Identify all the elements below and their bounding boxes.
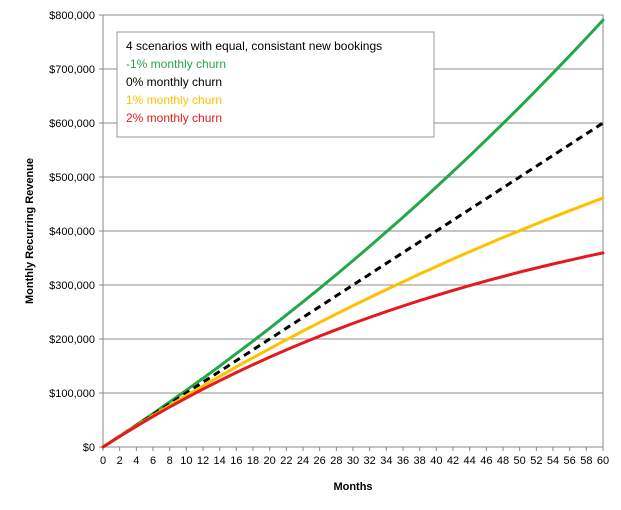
- x-tick-label: 24: [297, 455, 309, 467]
- x-tick-label: 6: [150, 455, 156, 467]
- x-tick-label: 28: [330, 455, 342, 467]
- series-lines: [101, 18, 605, 449]
- x-tick-label: 20: [264, 455, 276, 467]
- x-tick-label: 38: [414, 455, 426, 467]
- x-tick-label: 14: [214, 455, 226, 467]
- x-tick-label: 48: [497, 455, 509, 467]
- y-tick-label: $400,000: [49, 226, 95, 238]
- y-tick-label: $0: [83, 442, 95, 454]
- y-tick-label: $600,000: [49, 118, 95, 130]
- y-tick-labels: $0 $100,000 $200,000 $300,000 $400,000 $500,0…: [49, 10, 103, 454]
- x-tick-label: 60: [597, 455, 609, 467]
- series-line-3: [101, 196, 605, 449]
- x-tick-label: 0: [100, 455, 106, 467]
- x-tick-labels: 0 2 4 6 8 10 12 14 16 18 20 22 24 26 28 30 32 34 36 38 40 42 4…: [100, 447, 609, 467]
- x-tick-label: 44: [464, 455, 476, 467]
- legend-entry-3: 1% monthly churn: [126, 93, 222, 107]
- x-tick-label: 26: [314, 455, 326, 467]
- x-tick-label: 58: [580, 455, 592, 467]
- legend-entry-4: 2% monthly churn: [126, 111, 222, 125]
- series-line-4: [101, 251, 605, 449]
- x-tick-label: 4: [133, 455, 139, 467]
- x-tick-label: 54: [547, 455, 559, 467]
- x-tick-label: 2: [117, 455, 123, 467]
- legend: 4 scenarios with equal, consistant new b…: [116, 31, 435, 138]
- legend-title: 4 scenarios with equal, consistant new b…: [126, 39, 382, 53]
- y-tick-label: $800,000: [49, 10, 95, 22]
- legend-entries: -1% monthly churn 0% monthly churn 1% mont…: [126, 57, 226, 125]
- y-tick-label: $100,000: [49, 388, 95, 400]
- x-tick-label: 46: [480, 455, 492, 467]
- legend-entry-1: -1% monthly churn: [126, 57, 226, 71]
- y-tick-label: $700,000: [49, 64, 95, 76]
- x-tick-label: 42: [447, 455, 459, 467]
- x-tick-label: 36: [397, 455, 409, 467]
- x-tick-label: 18: [247, 455, 259, 467]
- y-axis-title: Monthly Recurring Revenue: [24, 158, 36, 304]
- x-tick-label: 16: [230, 455, 242, 467]
- y-tick-label: $200,000: [49, 334, 95, 346]
- legend-entry-2: 0% monthly churn: [126, 75, 222, 89]
- x-tick-label: 50: [514, 455, 526, 467]
- x-tick-label: 30: [347, 455, 359, 467]
- series-line-2: [102, 121, 604, 449]
- x-tick-label: 52: [530, 455, 542, 467]
- x-axis-title: Months: [333, 481, 372, 493]
- x-tick-label: 32: [364, 455, 376, 467]
- y-tick-label: $300,000: [49, 280, 95, 292]
- y-tick-label: $500,000: [49, 172, 95, 184]
- x-tick-label: 34: [380, 455, 392, 467]
- x-tick-label: 40: [430, 455, 442, 467]
- x-tick-label: 22: [280, 455, 292, 467]
- x-tick-label: 56: [564, 455, 576, 467]
- legend-box: [116, 31, 435, 138]
- x-tick-label: 8: [167, 455, 173, 467]
- x-tick-label: 10: [180, 455, 192, 467]
- series-line-1: [101, 18, 605, 449]
- x-tick-label: 12: [197, 455, 209, 467]
